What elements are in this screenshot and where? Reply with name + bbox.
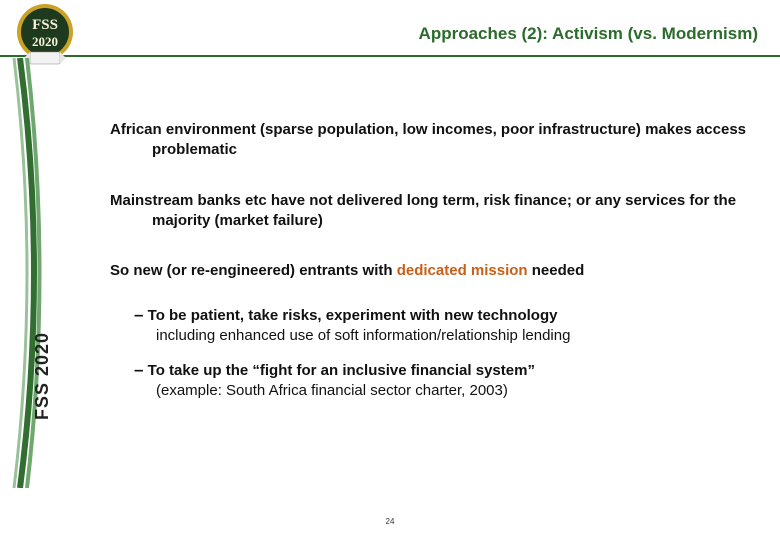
sub1-lead-text: To be patient, take risks, experiment wi…: [148, 307, 558, 324]
para3-post: needed: [528, 262, 585, 279]
sub1-detail: including enhanced use of soft informati…: [156, 327, 755, 344]
paragraph-2: Mainstream banks etc have not delivered …: [152, 191, 755, 232]
dash-icon: –: [134, 360, 143, 379]
page-title: Approaches (2): Activism (vs. Modernism): [419, 24, 758, 44]
sub1-lead: – To be patient, take risks, experiment …: [134, 305, 755, 325]
sub2-lead-text: To take up the “fight for an inclusive f…: [148, 362, 535, 379]
para3-pre: So new (or re-engineered) entrants with: [110, 262, 397, 279]
sub2-detail: (example: South Africa financial sector …: [156, 382, 755, 399]
sub-list: – To be patient, take risks, experiment …: [134, 305, 755, 399]
page-number: 24: [0, 517, 780, 526]
svg-text:FSS: FSS: [32, 17, 58, 33]
svg-text:2020: 2020: [32, 34, 58, 49]
sub-item-2: – To take up the “fight for an inclusive…: [134, 360, 755, 399]
para3-highlight: dedicated mission: [397, 262, 528, 279]
paragraph-3: So new (or re-engineered) entrants with …: [152, 261, 755, 281]
side-decoration: [10, 58, 60, 488]
paragraph-1: African environment (sparse population, …: [152, 120, 755, 161]
sub2-lead: – To take up the “fight for an inclusive…: [134, 360, 755, 380]
content: African environment (sparse population, …: [110, 120, 755, 415]
sub-item-1: – To be patient, take risks, experiment …: [134, 305, 755, 344]
fss-logo: FSS 2020: [6, 2, 84, 77]
dash-icon: –: [134, 305, 143, 324]
side-label: FSS 2020: [32, 332, 53, 420]
header: FSS 2020 Approaches (2): Activism (vs. M…: [0, 0, 780, 57]
